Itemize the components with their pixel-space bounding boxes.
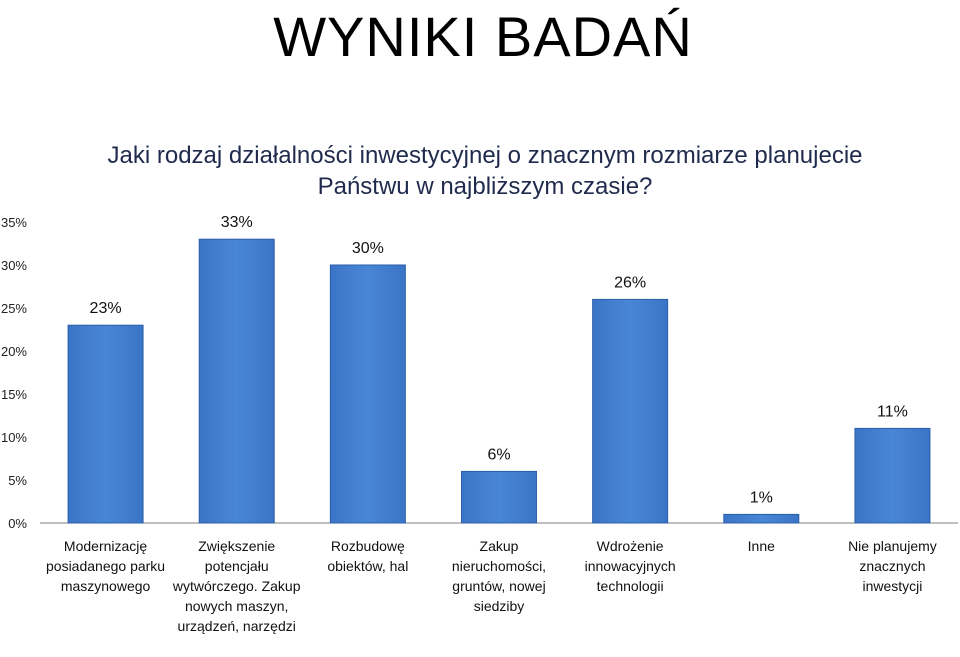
category-label: Wdrożenie innowacyjnych technologii [584,538,676,594]
y-tick-label: 0% [8,516,27,531]
category-label: Inne [747,538,775,554]
y-tick-label: 5% [8,473,27,488]
category-label: Zakup nieruchomości, gruntów, nowej sied… [451,538,547,614]
data-label: 30% [352,240,384,257]
data-label: 11% [877,403,908,420]
data-label: 26% [614,274,646,291]
category-label: Zwiększenie potencjału wytwórczego. Zaku… [172,538,301,634]
data-label: 23% [90,300,122,317]
y-tick-label: 25% [1,301,27,316]
chart-title: Jaki rodzaj działalności inwestycyjnej o… [107,142,863,200]
category-label: Modernizację posiadanego parku maszynowe… [46,538,166,594]
bar [592,298,669,524]
category-label: Nie planujemy znacznych inwestycji [848,538,937,594]
y-tick-label: 30% [1,258,27,273]
y-tick-label: 35% [1,215,27,230]
y-tick-label: 10% [1,430,27,445]
y-tick-label: 20% [1,344,27,359]
page-title: WYNIKI BADAŃ [273,5,693,68]
bar [854,427,931,524]
y-tick-label: 15% [1,387,27,402]
bar [461,470,537,524]
bar [67,324,144,524]
data-label: 33% [221,214,253,231]
bar [329,264,406,524]
data-label: 6% [487,446,510,463]
bar [723,513,800,524]
data-label: 1% [750,489,773,506]
bar [198,238,275,524]
category-label: Rozbudowę obiektów, hal [327,538,409,574]
